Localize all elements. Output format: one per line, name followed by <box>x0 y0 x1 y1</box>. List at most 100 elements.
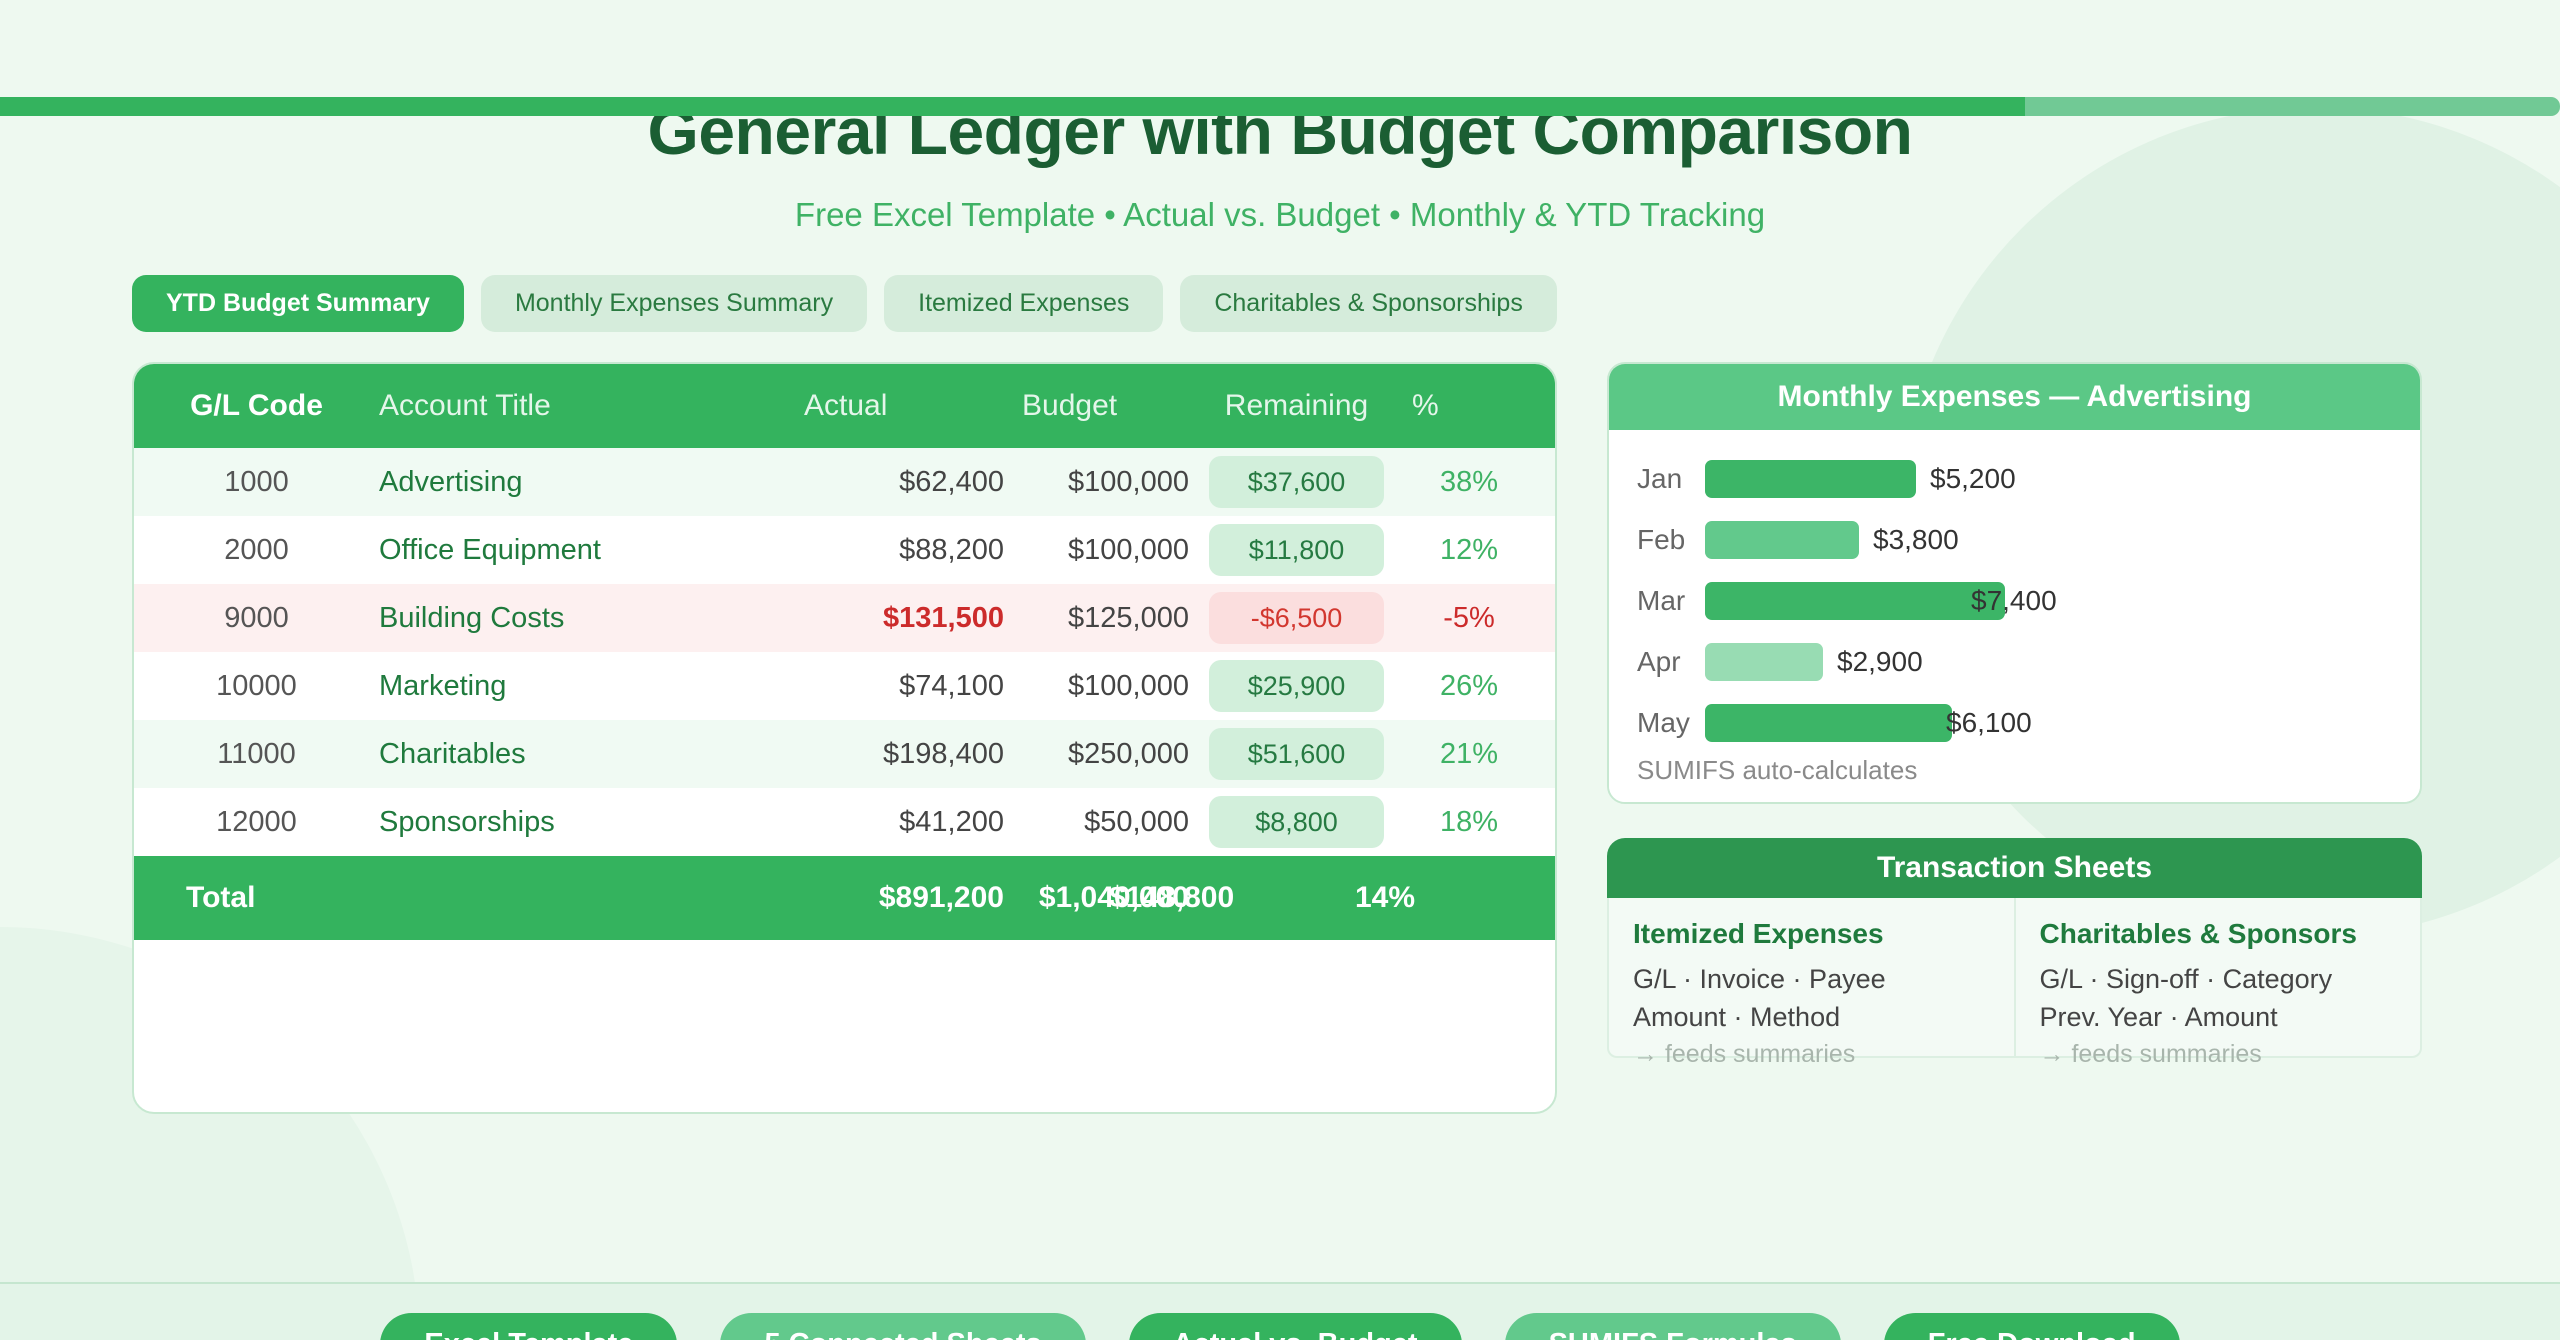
transaction-sheet-footnote: → feeds summaries <box>2039 1039 2262 1068</box>
table-total-row: Total $891,200 $1,040,000 $148,800 14% <box>134 856 1555 941</box>
column-header-gl-code: G/L Code <box>190 389 323 423</box>
table-row[interactable]: 9000 Building Costs $131,500 $125,000 -$6,50… <box>134 584 1555 653</box>
cell-actual: $62,400 <box>899 465 1004 498</box>
ledger-column: G/L Code Account Title Actual Budget Rem… <box>132 362 1557 1115</box>
transaction-sheet-footnote: → feeds summaries <box>1633 1039 1856 1068</box>
cell-account-title: Office Equipment <box>379 533 601 566</box>
table-row[interactable]: 1000 Advertising $62,400 $100,000 $37,600 38% <box>134 448 1555 517</box>
cell-account-title: Advertising <box>379 465 523 498</box>
top-accent-bar <box>0 97 2560 116</box>
transaction-sheet-column[interactable]: Charitables & Sponsors G/L · Sign-off · C… <box>2013 898 2421 1068</box>
main-content: G/L Code Account Title Actual Budget Rem… <box>132 362 2428 1115</box>
monthly-expenses-note: SUMIFS auto-calculates <box>1637 755 1918 786</box>
transaction-sheet-column[interactable]: Itemized Expenses G/L · Invoice · Payee Am… <box>1609 898 2014 1068</box>
chart-bar-track <box>1705 520 1859 559</box>
cell-actual: $88,200 <box>899 533 1004 566</box>
cell-percent: 26% <box>1439 669 1499 702</box>
top-accent-bar-dark <box>0 97 2025 116</box>
cell-gl-code: 2000 <box>224 533 289 566</box>
transaction-sheet-line-1: G/L · Sign-off · Category <box>2039 964 2333 995</box>
remaining-badge: $11,800 <box>1209 524 1384 577</box>
chart-bar-track <box>1705 703 1952 742</box>
tab-itemized-expenses[interactable]: Itemized Expenses <box>884 275 1164 333</box>
chart-bar-label: May <box>1637 706 1690 738</box>
remaining-badge: $25,900 <box>1209 660 1384 713</box>
transaction-sheet-column-title: Charitables & Sponsors <box>2039 918 2357 950</box>
chart-bar-label: Jan <box>1637 462 1683 494</box>
chart-bar-fill <box>1705 642 1823 681</box>
cell-account-title: Building Costs <box>379 601 565 634</box>
transaction-sheet-line-2: Amount · Method <box>1633 1001 1841 1032</box>
cell-actual: $74,100 <box>899 669 1004 702</box>
chart-bar-row: May $6,100 <box>1637 692 2392 753</box>
tab-charitables-sponsorships[interactable]: Charitables & Sponsorships <box>1180 275 1557 333</box>
tab-ytd-budget-summary[interactable]: YTD Budget Summary <box>132 275 464 333</box>
column-header-budget: Budget <box>1022 389 1118 423</box>
chart-bar-row: Feb $3,800 <box>1637 509 2392 570</box>
footer-badges: Excel Template 5 Connected Sheets Actual v… <box>0 1284 2560 1340</box>
table-row[interactable]: 11000 Charitables $198,400 $250,000 $51,600 2… <box>134 720 1555 789</box>
chart-bar-fill <box>1705 459 1916 498</box>
cell-remaining: -$6,500 <box>1189 592 1404 645</box>
chart-bar-track <box>1705 459 1916 498</box>
chart-bar-label: Mar <box>1637 584 1686 616</box>
total-percent: 14% <box>1354 881 1416 915</box>
cell-percent: 38% <box>1439 465 1499 498</box>
cell-budget: $250,000 <box>1068 737 1189 770</box>
transaction-sheets-panel: Transaction Sheets Itemized Expenses G/L … <box>1607 838 2422 1068</box>
cell-gl-code: 1000 <box>224 465 289 498</box>
chart-bar-row: Mar $7,400 <box>1637 570 2392 631</box>
cell-remaining: $11,800 <box>1189 524 1404 577</box>
chart-bar-value: $6,100 <box>1946 706 2032 738</box>
tab-monthly-expenses-summary[interactable]: Monthly Expenses Summary <box>480 275 868 333</box>
cell-gl-code: 10000 <box>216 669 297 702</box>
cell-account-title: Charitables <box>379 737 526 770</box>
transaction-sheets-title: Transaction Sheets <box>1607 838 2422 899</box>
column-header-percent: % <box>1412 389 1439 423</box>
ytd-budget-table: G/L Code Account Title Actual Budget Rem… <box>132 362 1557 1115</box>
cell-gl-code: 12000 <box>216 805 297 838</box>
footer-badge-sumifs-formulas[interactable]: SUMIFS Formulas <box>1504 1312 1841 1340</box>
transaction-sheets-body: Itemized Expenses G/L · Invoice · Payee Am… <box>1607 898 2422 1068</box>
cell-remaining: $51,600 <box>1189 728 1404 781</box>
transaction-sheet-column-title: Itemized Expenses <box>1633 918 1884 950</box>
cell-budget: $50,000 <box>1084 805 1189 838</box>
page-container: General Ledger with Budget Comparison Fr… <box>0 96 2560 1340</box>
cell-account-title: Marketing <box>379 669 507 702</box>
chart-bar-row: Jan $5,200 <box>1637 448 2392 509</box>
cell-gl-code: 9000 <box>224 601 289 634</box>
total-remaining: $148,800 <box>1109 881 1235 915</box>
chart-bar-row: Apr $2,900 <box>1637 631 2392 692</box>
column-header-account-title: Account Title <box>379 389 551 423</box>
cell-budget: $100,000 <box>1068 533 1189 566</box>
cell-gl-code: 11000 <box>217 737 296 770</box>
cell-budget: $100,000 <box>1068 669 1189 702</box>
chart-bar-label: Apr <box>1637 645 1681 677</box>
top-accent-bar-light <box>2025 97 2560 116</box>
table-row[interactable]: 2000 Office Equipment $88,200 $100,000 $11,8… <box>134 516 1555 585</box>
monthly-expenses-chart: Jan $5,200 Feb $3,800 Mar $7,400 Apr $2,900 May $… <box>1609 430 2420 803</box>
footer-badge-actual-vs-budget[interactable]: Actual vs. Budget <box>1128 1312 1462 1340</box>
footer-bar: Excel Template 5 Connected Sheets Actual v… <box>0 1282 2560 1340</box>
footer-badge-excel-template[interactable]: Excel Template <box>380 1312 678 1340</box>
cell-account-title: Sponsorships <box>379 805 555 838</box>
remaining-badge: $8,800 <box>1209 796 1384 849</box>
cell-percent: 12% <box>1439 533 1499 566</box>
monthly-expenses-panel: Monthly Expenses — Advertising Jan $5,200… <box>1607 362 2422 805</box>
table-row[interactable]: 10000 Marketing $74,100 $100,000 $25,900 26% <box>134 652 1555 721</box>
chart-bar-value: $5,200 <box>1930 462 2016 494</box>
chart-bar-fill <box>1705 703 1952 742</box>
chart-bar-label: Feb <box>1637 523 1686 555</box>
chart-bar-value: $2,900 <box>1837 645 1923 677</box>
cell-budget: $125,000 <box>1068 601 1189 634</box>
tab-bar: YTD Budget Summary Monthly Expenses Summa… <box>132 275 2428 333</box>
cell-remaining: $25,900 <box>1189 660 1404 713</box>
table-row[interactable]: 12000 Sponsorships $41,200 $50,000 $8,800 18% <box>134 788 1555 857</box>
chart-bar-value: $3,800 <box>1873 523 1959 555</box>
total-label: Total <box>186 881 256 915</box>
footer-badge-5-connected-sheets[interactable]: 5 Connected Sheets <box>720 1312 1086 1340</box>
column-header-actual: Actual <box>804 389 888 423</box>
footer-badge-free-download[interactable]: Free Download <box>1883 1312 2180 1340</box>
transaction-sheet-line-1: G/L · Invoice · Payee <box>1633 964 1886 995</box>
chart-bar-fill <box>1705 520 1859 559</box>
